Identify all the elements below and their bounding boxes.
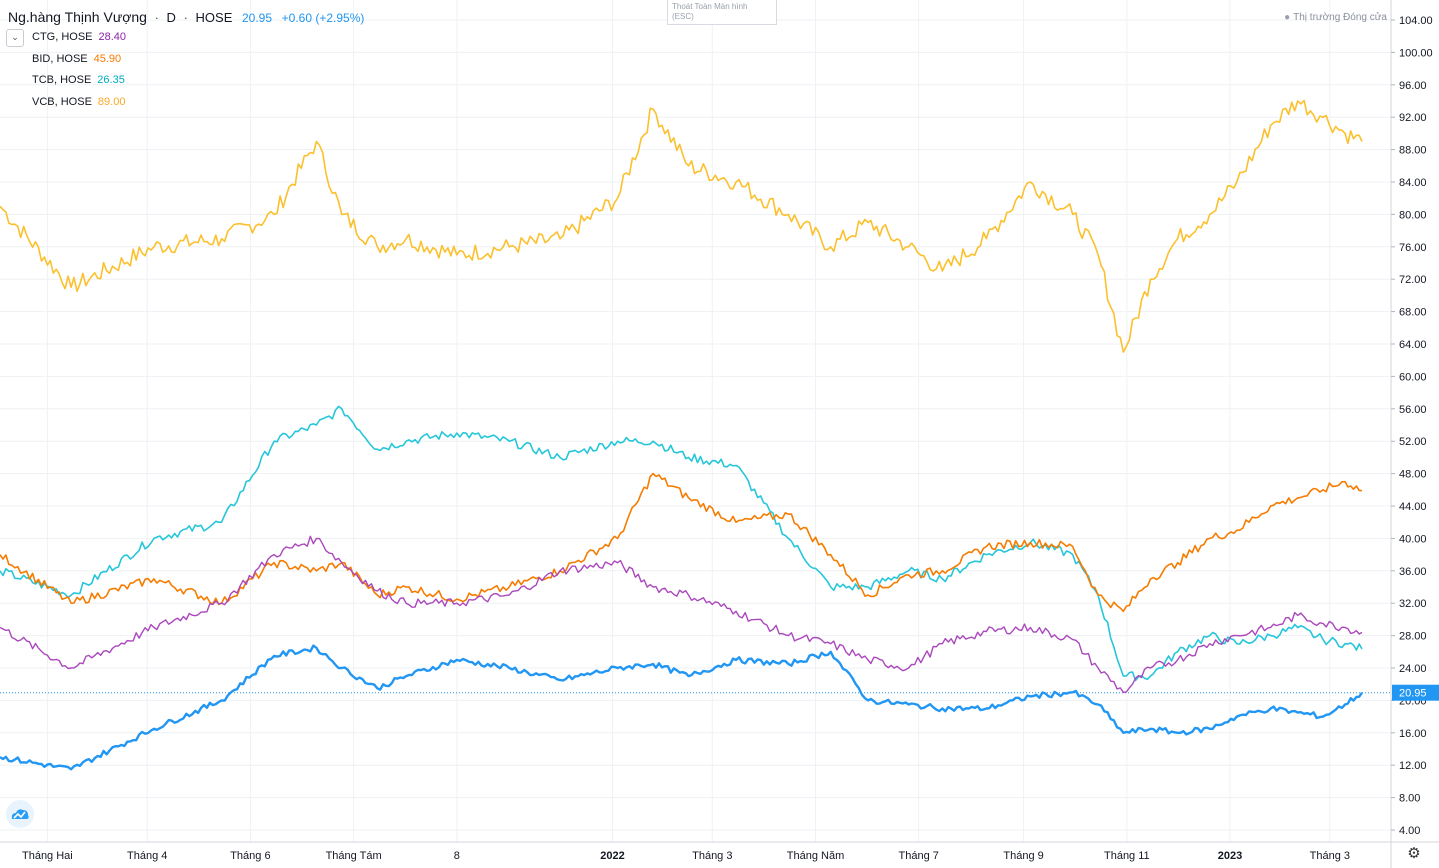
legend-separator: · xyxy=(154,10,159,25)
compare-symbol-value: 28.40 xyxy=(98,31,127,43)
compare-symbol-value: 45.90 xyxy=(93,53,122,65)
y-tick-label: 56.00 xyxy=(1399,404,1427,416)
x-tick-label: 8 xyxy=(454,850,460,862)
y-tick-label: 16.00 xyxy=(1399,728,1427,740)
symbol-name[interactable]: Ng.hàng Thịnh Vượng xyxy=(8,9,147,25)
y-tick-label: 76.00 xyxy=(1399,242,1427,254)
series-line-main xyxy=(0,644,1363,771)
x-tick-label: Tháng 3 xyxy=(692,850,732,862)
market-status-text: Thị trường Đóng cửa xyxy=(1293,12,1387,23)
series-line-vcb xyxy=(0,99,1363,353)
y-tick-label: 72.00 xyxy=(1399,274,1427,286)
legend-separator: · xyxy=(183,10,188,25)
compare-symbol-value: 89.00 xyxy=(97,96,126,108)
status-dot-icon: ● xyxy=(1284,12,1291,23)
compare-legend-item[interactable]: VCB, HOSE 89.00 xyxy=(32,96,125,108)
series-line-tcb xyxy=(0,405,1363,682)
compare-symbol-label: CTG, HOSE xyxy=(32,31,93,43)
market-status: ● Thị trường Đóng cửa xyxy=(1284,12,1387,23)
y-tick-label: 88.00 xyxy=(1399,145,1427,157)
last-price: 20.95 xyxy=(242,11,273,25)
y-tick-label: 96.00 xyxy=(1399,80,1427,92)
exchange-label: HOSE xyxy=(195,10,233,25)
compare-symbol-label: VCB, HOSE xyxy=(32,96,92,108)
x-tick-label: Tháng 9 xyxy=(1003,850,1043,862)
y-tick-label: 32.00 xyxy=(1399,598,1427,610)
compare-legend-item[interactable]: CTG, HOSE 28.40 xyxy=(32,31,126,43)
x-tick-label: Tháng 4 xyxy=(127,850,167,862)
x-tick-label: 2022 xyxy=(600,850,624,862)
y-tick-label: 40.00 xyxy=(1399,533,1427,545)
tooltip-line: (ESC) xyxy=(672,12,694,21)
series-line-bid xyxy=(0,472,1363,613)
x-tick-label: 2023 xyxy=(1218,850,1242,862)
tooltip-line: Thoát Toàn Màn hình xyxy=(672,2,748,11)
x-tick-label: Tháng 7 xyxy=(899,850,939,862)
main-symbol-legend[interactable]: Ng.hàng Thịnh Vượng · D · HOSE 20.95 +0.… xyxy=(8,9,364,25)
y-tick-label: 24.00 xyxy=(1399,663,1427,675)
y-tick-label: 104.00 xyxy=(1399,15,1433,27)
exit-fullscreen-tooltip: Thoát Toàn Màn hình (ESC) xyxy=(667,0,777,25)
y-tick-label: 44.00 xyxy=(1399,501,1427,513)
series-line-ctg xyxy=(0,535,1363,693)
compare-symbol-label: BID, HOSE xyxy=(32,53,88,65)
compare-symbol-value: 26.35 xyxy=(97,74,125,86)
x-tick-label: Tháng 11 xyxy=(1104,850,1150,862)
tradingview-logo-icon[interactable] xyxy=(6,800,34,828)
last-price-axis-label: 20.95 xyxy=(1399,688,1427,700)
x-tick-label: Tháng Tám xyxy=(326,850,382,862)
y-tick-label: 28.00 xyxy=(1399,631,1427,643)
compare-legend-item[interactable]: BID, HOSE 45.90 xyxy=(32,53,121,65)
y-tick-label: 52.00 xyxy=(1399,436,1427,448)
x-tick-label: Tháng 3 xyxy=(1310,850,1350,862)
logo-shape xyxy=(11,809,29,819)
y-tick-label: 100.00 xyxy=(1399,47,1433,59)
compare-legend-item[interactable]: TCB, HOSE 26.35 xyxy=(32,74,125,86)
y-tick-label: 4.00 xyxy=(1399,825,1420,837)
chevron-down-icon[interactable]: ⌄ xyxy=(6,29,24,47)
x-tick-label: Tháng 6 xyxy=(230,850,270,862)
y-tick-label: 36.00 xyxy=(1399,566,1427,578)
last-price-axis-label-bg xyxy=(1392,684,1439,701)
price-change: +0.60 (+2.95%) xyxy=(281,11,365,25)
gear-icon[interactable]: ⚙ xyxy=(1407,845,1421,862)
y-tick-label: 12.00 xyxy=(1399,760,1427,772)
y-tick-label: 64.00 xyxy=(1399,339,1427,351)
x-tick-label: Tháng Hai xyxy=(22,850,73,862)
y-tick-label: 92.00 xyxy=(1399,112,1427,124)
y-tick-label: 60.00 xyxy=(1399,371,1427,383)
y-tick-label: 48.00 xyxy=(1399,469,1427,481)
y-tick-label: 8.00 xyxy=(1399,793,1420,805)
compare-symbol-label: TCB, HOSE xyxy=(32,74,92,86)
y-tick-label: 84.00 xyxy=(1399,177,1427,189)
y-tick-label: 68.00 xyxy=(1399,307,1427,319)
x-tick-label: Tháng Năm xyxy=(787,850,844,862)
interval-label[interactable]: D xyxy=(166,10,176,25)
y-tick-label: 80.00 xyxy=(1399,209,1427,221)
